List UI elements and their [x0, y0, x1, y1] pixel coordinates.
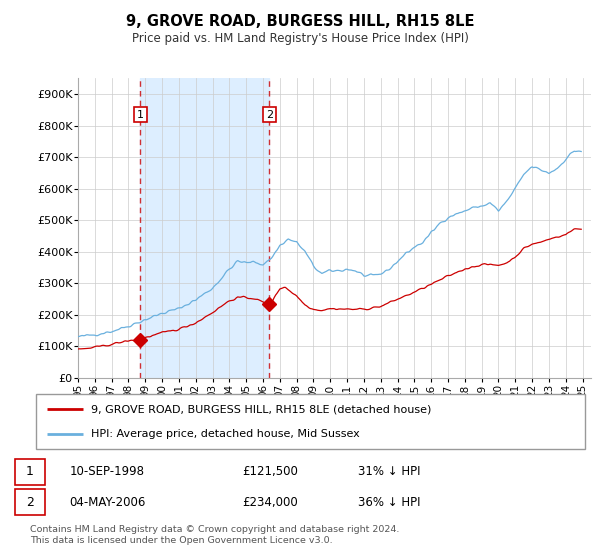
Text: 2: 2	[26, 496, 34, 508]
Text: 9, GROVE ROAD, BURGESS HILL, RH15 8LE: 9, GROVE ROAD, BURGESS HILL, RH15 8LE	[126, 14, 474, 29]
Text: 31% ↓ HPI: 31% ↓ HPI	[358, 465, 420, 478]
Text: Price paid vs. HM Land Registry's House Price Index (HPI): Price paid vs. HM Land Registry's House …	[131, 32, 469, 45]
Text: £234,000: £234,000	[242, 496, 298, 508]
Bar	[15, 489, 45, 515]
Text: 1: 1	[26, 465, 34, 478]
Text: 2: 2	[266, 110, 273, 120]
Text: Contains HM Land Registry data © Crown copyright and database right 2024.
This d: Contains HM Land Registry data © Crown c…	[30, 525, 400, 545]
Text: 36% ↓ HPI: 36% ↓ HPI	[358, 496, 420, 508]
Text: 9, GROVE ROAD, BURGESS HILL, RH15 8LE (detached house): 9, GROVE ROAD, BURGESS HILL, RH15 8LE (d…	[91, 404, 431, 414]
Text: 1: 1	[137, 110, 144, 120]
Text: 04-MAY-2006: 04-MAY-2006	[70, 496, 146, 508]
Text: £121,500: £121,500	[242, 465, 298, 478]
Text: HPI: Average price, detached house, Mid Sussex: HPI: Average price, detached house, Mid …	[91, 430, 359, 439]
Bar	[15, 459, 45, 485]
Text: 10-SEP-1998: 10-SEP-1998	[70, 465, 145, 478]
Bar	[574, 78, 591, 378]
Bar	[140, 78, 269, 378]
